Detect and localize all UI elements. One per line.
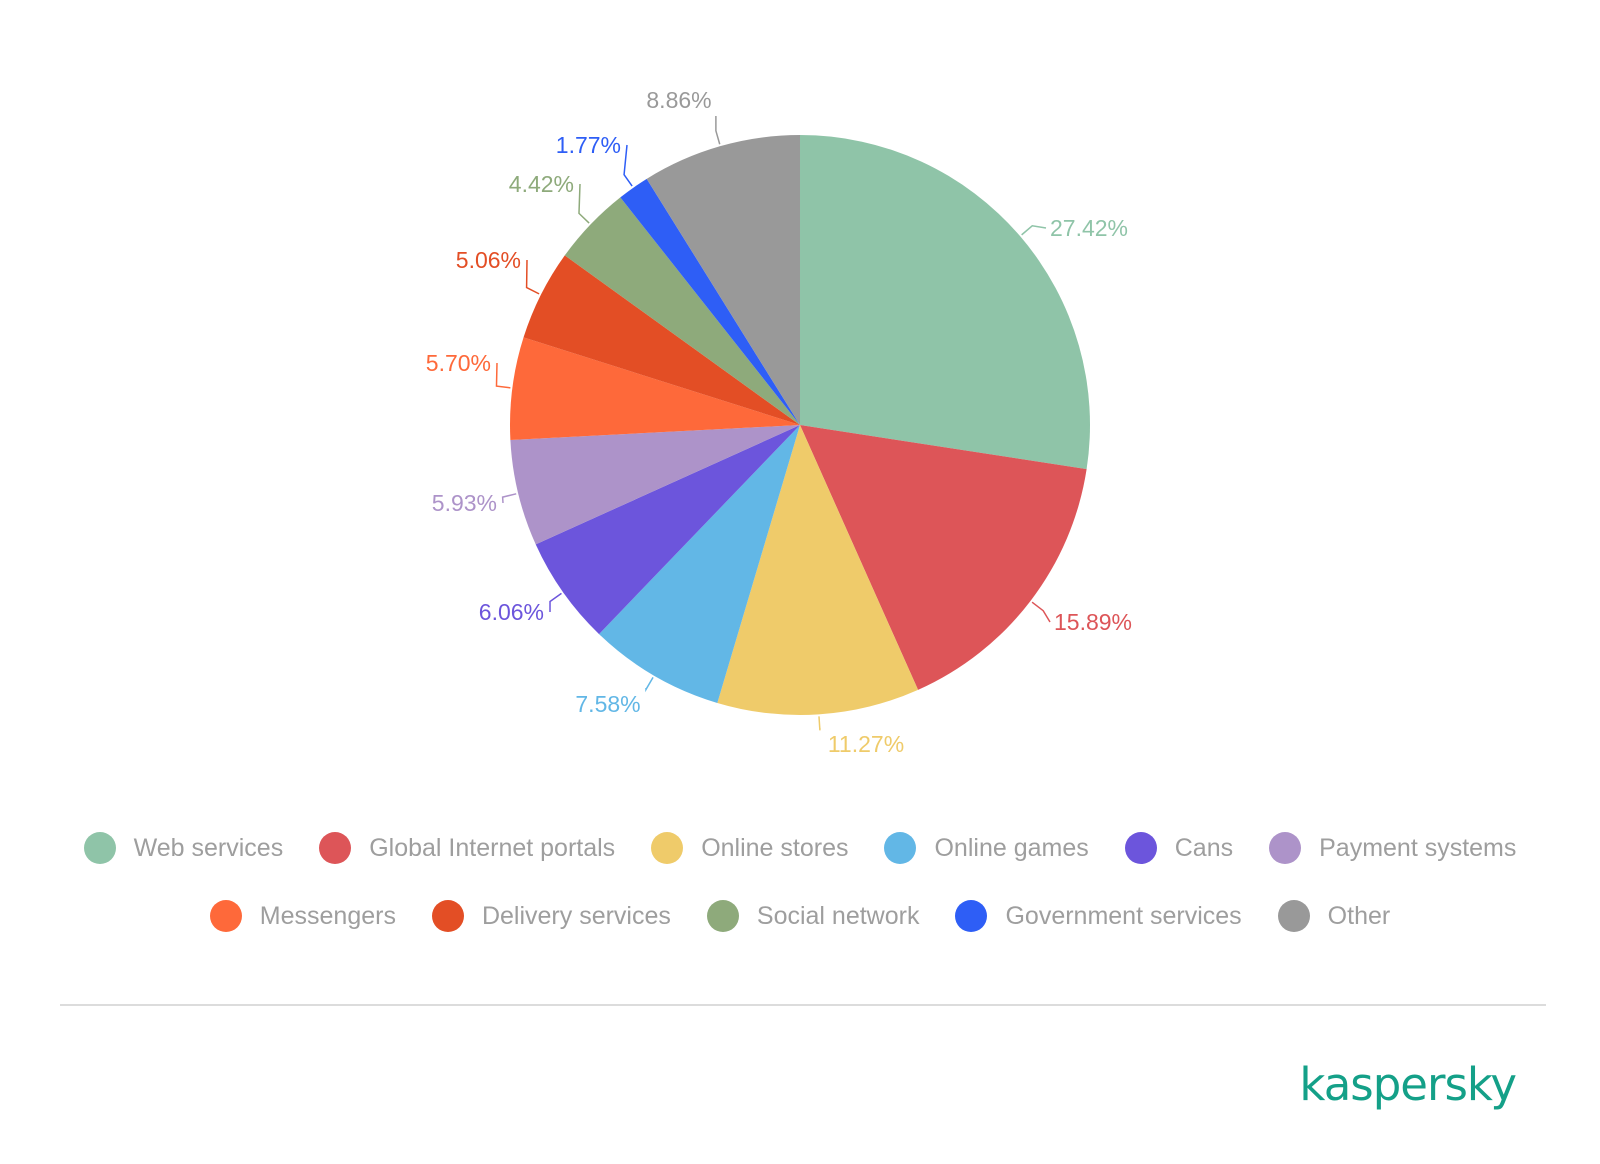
data-label: 4.42%: [509, 171, 574, 197]
pie-slice-global-internet-portals: [800, 425, 1087, 690]
legend-swatch: [884, 832, 917, 864]
legend-swatch: [319, 832, 352, 864]
pie-slice-web-services: [800, 135, 1090, 470]
legend-swatch: [83, 832, 116, 864]
legend-item: Global Internet portals: [319, 832, 615, 864]
legend-item: Web services: [83, 832, 284, 864]
legend-item: Social network: [706, 900, 920, 932]
legend-swatch: [1277, 900, 1310, 932]
legend-item: Messengers: [209, 900, 396, 932]
legend-item: Online games: [884, 832, 1089, 864]
legend-swatch: [431, 900, 464, 932]
data-label: 1.77%: [556, 132, 621, 158]
legend-swatch: [955, 900, 988, 932]
leader-line: [495, 362, 511, 389]
pie-slice-other: [646, 135, 800, 425]
legend-row-1: Web services Global Internet portals Onlin…: [0, 832, 1600, 864]
pie-slice-delivery-services: [523, 255, 800, 425]
data-label: 7.58%: [575, 691, 640, 717]
data-label: 6.06%: [479, 599, 544, 625]
legend-label: Global Internet portals: [369, 833, 616, 862]
leader-line: [1021, 224, 1047, 236]
pie-chart: 27.42% 15.89% 11.27% 7.58% 6.06% 5.93% 5.70% 5.…: [426, 87, 1132, 757]
leader-line: [645, 676, 654, 693]
legend-swatch: [651, 832, 684, 864]
legend-label: Government services: [1005, 901, 1242, 930]
pie-slice-payment-systems: [510, 425, 800, 545]
pie-slice-online-stores: [717, 425, 919, 715]
leader-line: [623, 144, 633, 187]
data-label: 11.27%: [828, 731, 904, 757]
leader-line: [1031, 601, 1051, 623]
leader-line: [715, 116, 721, 145]
data-label: 27.42%: [1050, 215, 1128, 241]
data-label: 8.86%: [646, 87, 711, 113]
pie-slice-messengers: [510, 337, 800, 440]
legend-item: Payment systems: [1269, 832, 1516, 864]
legend-swatch: [706, 900, 739, 932]
legend-label: Online stores: [701, 833, 849, 862]
pie-slice-social-network: [564, 197, 800, 425]
data-label: 5.93%: [432, 490, 497, 516]
legend-label: Social network: [756, 901, 920, 930]
legend-swatch: [209, 900, 242, 932]
data-label: 5.70%: [426, 350, 491, 376]
legend-label: Web services: [133, 833, 284, 862]
legend-label: Online games: [934, 833, 1089, 862]
pie-slice-online-games: [599, 425, 800, 703]
legend-label: Delivery services: [481, 901, 671, 930]
legend-item: Delivery services: [431, 900, 671, 932]
legend-item: Government services: [955, 900, 1242, 932]
kaspersky-logo: kaspersky: [1299, 1058, 1517, 1111]
data-label: 5.06%: [456, 247, 521, 273]
leader-line: [549, 592, 562, 613]
legend-label: Cans: [1174, 833, 1234, 862]
pie-slice-cans: [535, 425, 800, 635]
legend-swatch: [1269, 832, 1302, 864]
leader-line: [578, 183, 590, 224]
legend-label: Messengers: [259, 901, 396, 930]
legend-item: Other: [1277, 900, 1391, 932]
pie-slice-government-services: [620, 178, 800, 425]
data-label: 15.89%: [1054, 609, 1132, 635]
divider: [60, 1004, 1546, 1006]
legend-item: Online stores: [651, 832, 848, 864]
legend-row-2: Messengers Delivery services Social networ…: [0, 900, 1600, 932]
legend-item: Cans: [1124, 832, 1234, 864]
legend-label: Payment systems: [1319, 833, 1517, 862]
leader-line: [501, 493, 517, 504]
leader-line: [818, 716, 821, 731]
legend-swatch: [1124, 832, 1157, 864]
legend-label: Other: [1327, 901, 1391, 930]
leader-line: [525, 259, 540, 295]
